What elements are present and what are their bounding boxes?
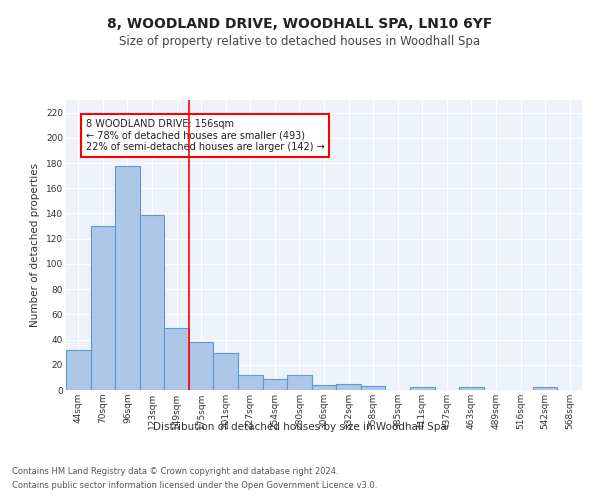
Bar <box>361 386 385 390</box>
Bar <box>164 328 189 390</box>
Text: 8, WOODLAND DRIVE, WOODHALL SPA, LN10 6YF: 8, WOODLAND DRIVE, WOODHALL SPA, LN10 6Y… <box>107 18 493 32</box>
Text: 8 WOODLAND DRIVE: 156sqm
← 78% of detached houses are smaller (493)
22% of semi-: 8 WOODLAND DRIVE: 156sqm ← 78% of detach… <box>86 119 325 152</box>
Bar <box>410 388 434 390</box>
Y-axis label: Number of detached properties: Number of detached properties <box>31 163 40 327</box>
Text: Size of property relative to detached houses in Woodhall Spa: Size of property relative to detached ho… <box>119 35 481 48</box>
Bar <box>115 166 140 390</box>
Bar <box>66 350 91 390</box>
Text: Contains public sector information licensed under the Open Government Licence v3: Contains public sector information licen… <box>12 481 377 490</box>
Bar <box>533 388 557 390</box>
Bar <box>312 385 336 390</box>
Bar <box>214 354 238 390</box>
Bar <box>459 388 484 390</box>
Bar <box>336 384 361 390</box>
Bar <box>263 378 287 390</box>
Bar <box>189 342 214 390</box>
Bar <box>287 375 312 390</box>
Bar <box>238 375 263 390</box>
Text: Distribution of detached houses by size in Woodhall Spa: Distribution of detached houses by size … <box>153 422 447 432</box>
Bar <box>140 214 164 390</box>
Bar <box>91 226 115 390</box>
Text: Contains HM Land Registry data © Crown copyright and database right 2024.: Contains HM Land Registry data © Crown c… <box>12 468 338 476</box>
